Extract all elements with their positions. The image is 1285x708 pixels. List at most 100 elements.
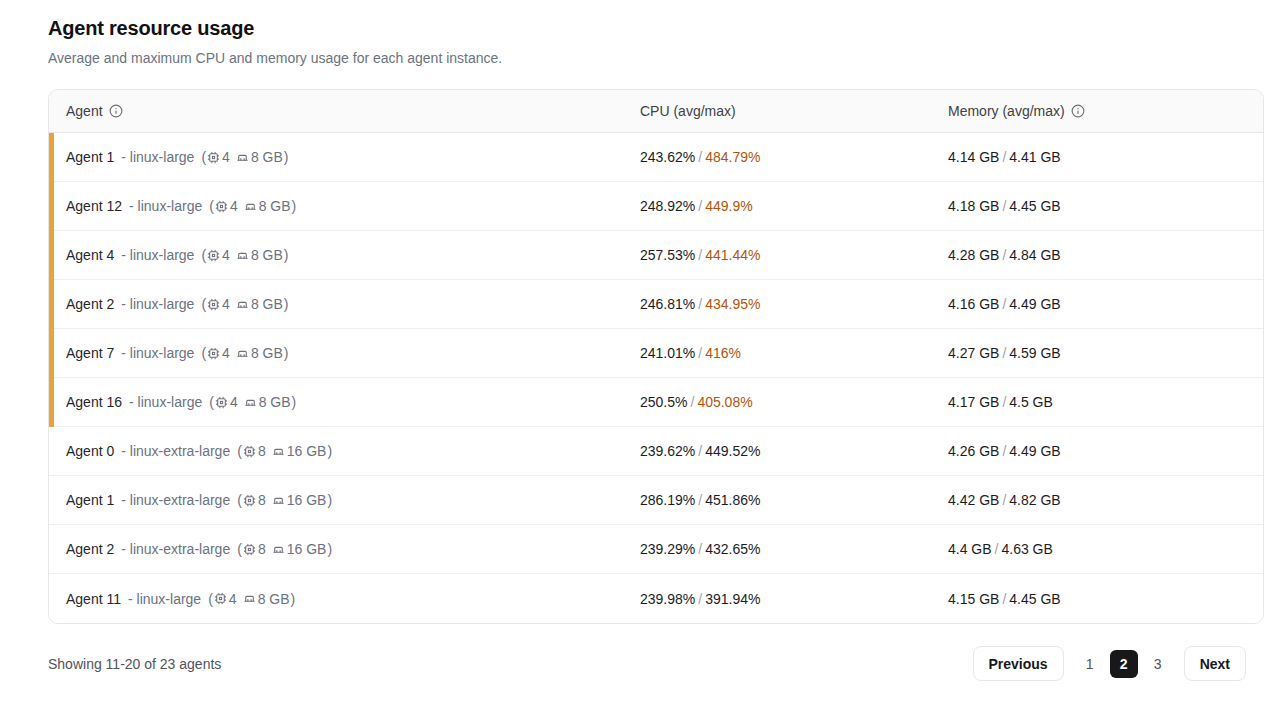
agent-name: Agent 7 [66,345,114,361]
cpu-usage-cell: 241.01%/416% [640,345,948,361]
page-button-1[interactable]: 1 [1076,650,1104,678]
agent-name: Agent 2 [66,541,114,557]
info-icon[interactable] [109,104,123,118]
agent-name: Agent 12 [66,198,122,214]
cpu-usage-cell: 243.62%/484.79% [640,149,948,165]
table-row[interactable]: Agent 2 - linux-large ( 4 8 GB ) 246.81%… [49,280,1263,329]
table-row[interactable]: Agent 0 - linux-extra-large ( 8 16 GB ) … [49,427,1263,476]
cpu-usage-cell: 239.62%/449.52% [640,443,948,459]
column-header-cpu: CPU (avg/max) [640,103,948,119]
memory-icon [244,396,257,409]
cpu-icon [207,249,220,262]
pagination: Previous 123 Next [973,646,1265,681]
agent-spec: ( 4 8 GB ) [201,247,288,263]
cpu-usage-cell: 239.98%/391.94% [640,591,948,607]
cpu-avg-value: 239.29% [640,541,695,557]
agent-name: Agent 11 [66,591,121,607]
column-header-agent-label: Agent [66,103,103,119]
table-row[interactable]: Agent 2 - linux-extra-large ( 8 16 GB ) … [49,525,1263,574]
agent-cell: Agent 12 - linux-large ( 4 8 GB ) [49,198,640,214]
memory-icon [272,445,285,458]
cpu-icon [215,396,228,409]
agent-cell: Agent 11 - linux-large ( 4 8 GB ) [49,591,640,607]
agent-name: Agent 1 [66,492,114,508]
table-row[interactable]: Agent 1 - linux-extra-large ( 8 16 GB ) … [49,476,1263,525]
memory-max-value: 4.5 GB [1009,394,1053,410]
agent-cell: Agent 2 - linux-extra-large ( 8 16 GB ) [49,541,640,557]
memory-usage-cell: 4.4 GB/4.63 GB [948,541,1263,557]
table-row[interactable]: Agent 16 - linux-large ( 4 8 GB ) 250.5%… [49,378,1263,427]
cpu-icon [207,347,220,360]
memory-avg-value: 4.16 GB [948,296,999,312]
cpu-max-value: 441.44% [705,247,760,263]
page-subtitle: Average and maximum CPU and memory usage… [48,50,1264,66]
agent-cell: Agent 16 - linux-large ( 4 8 GB ) [49,394,640,410]
cpu-avg-value: 241.01% [640,345,695,361]
cpu-usage-cell: 248.92%/449.9% [640,198,948,214]
agent-name: Agent 0 [66,443,114,459]
table-row[interactable]: Agent 12 - linux-large ( 4 8 GB ) 248.92… [49,182,1263,231]
page-button-2[interactable]: 2 [1110,650,1138,678]
memory-avg-value: 4.28 GB [948,247,999,263]
agent-cpu-count: 8 [258,492,266,508]
agent-spec: ( 8 16 GB ) [237,443,332,459]
agent-instance-type: - linux-extra-large [121,492,230,508]
previous-page-button[interactable]: Previous [973,646,1064,681]
memory-icon [243,592,256,605]
cpu-icon [243,543,256,556]
page: Agent resource usage Average and maximum… [0,0,1285,681]
agent-cell: Agent 0 - linux-extra-large ( 8 16 GB ) [49,443,640,459]
cpu-icon [207,151,220,164]
memory-avg-value: 4.4 GB [948,541,992,557]
memory-icon [236,249,249,262]
cpu-icon [207,298,220,311]
agent-instance-type: - linux-large [128,591,201,607]
memory-avg-value: 4.26 GB [948,443,999,459]
agent-memory-size: 8 GB [258,591,290,607]
next-page-button[interactable]: Next [1184,646,1246,681]
column-header-agent: Agent [49,103,640,119]
memory-avg-value: 4.27 GB [948,345,999,361]
agent-cpu-count: 8 [258,443,266,459]
column-header-memory: Memory (avg/max) [948,103,1263,119]
cpu-usage-cell: 246.81%/434.95% [640,296,948,312]
table-row[interactable]: Agent 1 - linux-large ( 4 8 GB ) 243.62%… [49,133,1263,182]
agent-spec: ( 4 8 GB ) [201,296,288,312]
page-button-3[interactable]: 3 [1144,650,1172,678]
cpu-icon [243,494,256,507]
memory-max-value: 4.84 GB [1009,247,1060,263]
column-header-cpu-label: CPU (avg/max) [640,103,736,119]
agent-spec: ( 8 16 GB ) [237,541,332,557]
cpu-avg-value: 257.53% [640,247,695,263]
memory-usage-cell: 4.14 GB/4.41 GB [948,149,1263,165]
agent-cpu-count: 8 [258,541,266,557]
agent-cpu-count: 4 [230,198,238,214]
agent-memory-size: 16 GB [287,541,327,557]
table-row[interactable]: Agent 7 - linux-large ( 4 8 GB ) 241.01%… [49,329,1263,378]
memory-usage-cell: 4.16 GB/4.49 GB [948,296,1263,312]
memory-avg-value: 4.14 GB [948,149,999,165]
page-title: Agent resource usage [48,17,1264,40]
cpu-avg-value: 286.19% [640,492,695,508]
cpu-usage-cell: 257.53%/441.44% [640,247,948,263]
agent-cell: Agent 7 - linux-large ( 4 8 GB ) [49,345,640,361]
cpu-max-value: 449.52% [705,443,760,459]
agent-spec: ( 8 16 GB ) [237,492,332,508]
table-row[interactable]: Agent 11 - linux-large ( 4 8 GB ) 239.98… [49,574,1263,623]
cpu-avg-value: 239.98% [640,591,695,607]
table-row[interactable]: Agent 4 - linux-large ( 4 8 GB ) 257.53%… [49,231,1263,280]
agent-cpu-count: 4 [222,345,230,361]
page-number-buttons: 123 [1073,650,1175,678]
cpu-usage-cell: 250.5%/405.08% [640,394,948,410]
agent-spec: ( 4 8 GB ) [208,591,295,607]
memory-avg-value: 4.42 GB [948,492,999,508]
memory-max-value: 4.41 GB [1009,149,1060,165]
memory-max-value: 4.45 GB [1009,591,1060,607]
agent-memory-size: 8 GB [259,198,291,214]
table-footer: Showing 11-20 of 23 agents Previous 123 … [48,646,1264,681]
agent-spec: ( 4 8 GB ) [209,394,296,410]
memory-max-value: 4.45 GB [1009,198,1060,214]
memory-usage-cell: 4.27 GB/4.59 GB [948,345,1263,361]
info-icon[interactable] [1071,104,1085,118]
memory-icon [236,347,249,360]
